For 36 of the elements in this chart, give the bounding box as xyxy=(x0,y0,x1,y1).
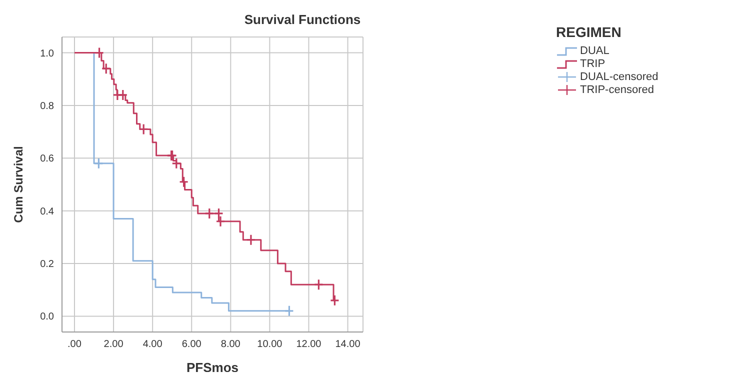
y-tick-label: 1.0 xyxy=(40,48,54,60)
x-tick-label: 14.00 xyxy=(335,339,361,350)
y-tick-label: 0.4 xyxy=(40,206,54,218)
y-tick-label: 0.6 xyxy=(40,154,54,165)
y-tick-label: 0.2 xyxy=(40,259,54,270)
y-tick-label: 0.8 xyxy=(40,101,54,112)
point xyxy=(172,158,180,168)
point xyxy=(140,124,148,134)
point xyxy=(330,295,339,306)
legend-title: REGIMEN xyxy=(556,24,622,40)
x-tick-label: 4.00 xyxy=(142,339,163,350)
point xyxy=(314,280,323,290)
point xyxy=(180,176,188,187)
x-tick-label: 8.00 xyxy=(220,339,241,350)
point xyxy=(246,234,255,245)
point xyxy=(205,208,214,218)
x-axis-title: PFSmos xyxy=(186,360,239,375)
x-tick-label: 6.00 xyxy=(182,339,202,350)
point xyxy=(94,158,103,168)
legend-label: TRIP-censored xyxy=(580,84,654,96)
y-axis-title: Cum Survival xyxy=(11,146,26,223)
point xyxy=(95,48,104,58)
point xyxy=(214,208,223,218)
legend-label: DUAL xyxy=(580,44,610,56)
x-tick-label: 12.00 xyxy=(296,339,322,350)
chart-title: Survival Functions xyxy=(243,12,362,27)
point xyxy=(216,216,225,226)
point xyxy=(285,306,294,316)
point xyxy=(102,64,110,74)
point xyxy=(118,90,127,100)
x-tick-label: .00 xyxy=(68,339,82,350)
x-tick-label: 2.00 xyxy=(104,339,124,350)
legend-label: TRIP xyxy=(580,58,606,70)
legend-label: DUAL-censored xyxy=(580,70,658,82)
x-tick-label: 10.00 xyxy=(257,339,283,350)
y-tick-label: 0.0 xyxy=(40,312,54,323)
